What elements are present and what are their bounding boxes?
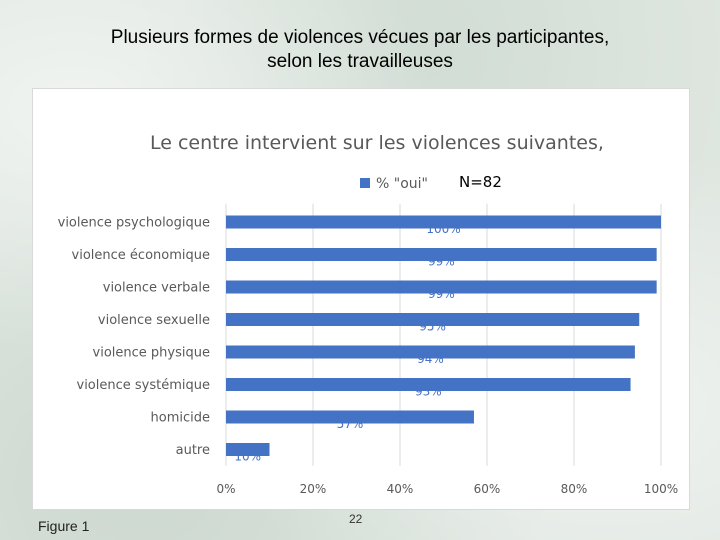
data-label: 95% xyxy=(419,320,446,334)
x-tick-label: 60% xyxy=(474,482,501,496)
category-label: violence économique xyxy=(72,248,210,263)
bar xyxy=(226,248,657,261)
bar xyxy=(226,215,661,229)
x-tick-label: 20% xyxy=(300,482,327,496)
chart-title: Le centre intervient sur les violences s… xyxy=(150,132,604,154)
category-label: autre xyxy=(176,443,210,458)
data-label: 99% xyxy=(428,287,455,301)
category-label: violence psychologique xyxy=(58,216,210,231)
legend-label: % "oui" xyxy=(376,176,428,192)
data-label: 93% xyxy=(415,385,442,399)
data-label: 100% xyxy=(426,222,460,236)
slide-title: Plusieurs formes de violences vécues par… xyxy=(0,26,720,74)
x-tick-label: 100% xyxy=(644,482,678,496)
bar xyxy=(226,378,631,391)
data-label: 57% xyxy=(337,417,364,431)
x-tick-label: 80% xyxy=(561,482,588,496)
bar xyxy=(226,345,635,359)
x-axis-ticks: 0% 20% 40% 60% 80% 100% xyxy=(216,482,678,496)
chart-panel: Le centre intervient sur les violences s… xyxy=(32,88,690,510)
bar xyxy=(226,280,657,294)
data-label: 94% xyxy=(417,352,444,366)
figure-label: Figure 1 xyxy=(38,518,90,534)
category-label: homicide xyxy=(151,411,210,426)
page-number: 22 xyxy=(349,512,363,526)
sample-size-label: N=82 xyxy=(459,173,502,191)
slide-title-line-2: selon les travailleuses xyxy=(267,51,453,72)
bar xyxy=(226,443,270,456)
data-label: 99% xyxy=(428,255,455,269)
bar xyxy=(226,313,640,326)
category-label: violence systémique xyxy=(77,378,211,393)
category-label: violence verbale xyxy=(103,281,210,296)
bar-chart: Le centre intervient sur les violences s… xyxy=(58,132,679,496)
data-label: 10% xyxy=(234,450,261,464)
bars xyxy=(226,215,661,456)
gridlines xyxy=(225,203,662,466)
legend-swatch xyxy=(360,178,370,188)
category-labels: violence psychologique 100% violence écono… xyxy=(58,216,461,464)
x-tick-label: 0% xyxy=(216,482,235,496)
bar xyxy=(226,410,474,424)
slide-title-line-1: Plusieurs formes de violences vécues par… xyxy=(110,27,610,48)
x-tick-label: 40% xyxy=(387,482,414,496)
category-label: violence sexuelle xyxy=(98,313,210,328)
category-label: violence physique xyxy=(93,346,210,361)
